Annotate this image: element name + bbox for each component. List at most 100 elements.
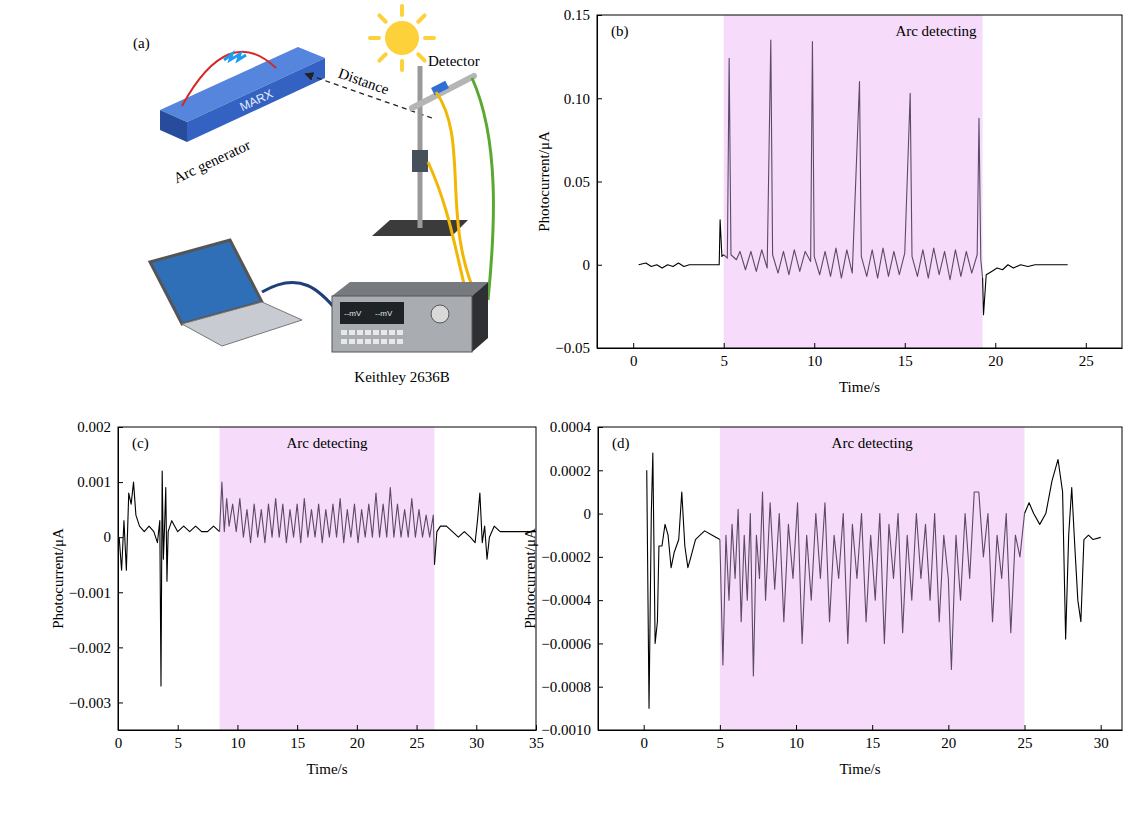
- tick-label: 15: [865, 735, 880, 751]
- tick: 0: [584, 506, 604, 522]
- tick-label: 20: [941, 735, 956, 751]
- tick: 20: [941, 725, 956, 751]
- data-line: [434, 493, 536, 565]
- tick-label: 15: [898, 353, 913, 369]
- x-axis-title: Time/s: [839, 761, 880, 777]
- x-axis: 051015202530: [599, 725, 1123, 751]
- highlight-region: [220, 427, 435, 730]
- chart-panel: 051015202530−0.0010−0.0008−0.0006−0.0004…: [522, 419, 1122, 777]
- tick-label: 20: [350, 735, 365, 751]
- tick-label: 0.0002: [550, 463, 591, 479]
- tick: 15: [898, 343, 913, 369]
- tick-label: −0.0006: [541, 636, 591, 652]
- axis-line: [118, 428, 119, 731]
- instrument-button: [341, 330, 347, 335]
- tick-label: 5: [174, 735, 182, 751]
- tick-label: 5: [717, 735, 725, 751]
- tick-label: −0.0004: [541, 592, 591, 608]
- instrument-button: [349, 330, 355, 335]
- tick: 0: [583, 257, 603, 273]
- tick: 0.15: [564, 7, 602, 23]
- tick: 30: [469, 725, 484, 751]
- tick-mark: [995, 343, 996, 348]
- tick: −0.05: [555, 340, 602, 356]
- tick-label: 0.10: [564, 91, 590, 107]
- tick: 10: [789, 725, 804, 751]
- tick-mark: [118, 647, 123, 648]
- sun-icon: [370, 6, 434, 70]
- plot-area: [647, 427, 1101, 730]
- data-line: [983, 265, 1068, 315]
- figure-svg: (a)MARXArc generatorDistanceDetector--mV…: [0, 0, 1129, 813]
- instrument-button: [341, 339, 347, 344]
- cable-yellow: [428, 162, 468, 300]
- data-line: [647, 453, 720, 708]
- instrument-button: [389, 330, 395, 335]
- tick-label: 30: [1094, 735, 1109, 751]
- tick: 0.0002: [550, 463, 603, 479]
- tick-label: 25: [1079, 353, 1094, 369]
- tick-label: 0: [640, 735, 648, 751]
- tick-label: 25: [410, 735, 425, 751]
- tick-label: 0.0004: [550, 419, 592, 435]
- tick-mark: [1086, 343, 1087, 348]
- plot-frame: [118, 427, 536, 730]
- sun-ray: [418, 15, 424, 21]
- tick-mark: [598, 730, 603, 731]
- sun-disc: [385, 21, 419, 55]
- tick-mark: [597, 265, 602, 266]
- instrument-side: [472, 282, 488, 352]
- laptop: [150, 240, 302, 346]
- tick: 0.10: [564, 91, 602, 107]
- tick-mark: [118, 537, 123, 538]
- instrument-front: [332, 296, 472, 352]
- tick-mark: [597, 98, 602, 99]
- tick-mark: [297, 725, 298, 730]
- tick: 0: [104, 529, 124, 545]
- annotation-text: Arc detecting: [286, 435, 368, 451]
- instrument-label: Keithley 2636B: [354, 369, 449, 385]
- y-axis-title: Photocurrent/μA: [522, 528, 538, 629]
- y-axis-title: Photocurrent/μA: [536, 131, 552, 232]
- instrument-button: [365, 330, 371, 335]
- screen-text: --mV: [344, 309, 362, 318]
- sun-ray: [400, 61, 404, 70]
- tick-mark: [598, 643, 603, 644]
- tick-label: 0.002: [77, 419, 111, 435]
- plot-area: [119, 427, 536, 730]
- axis-line: [119, 730, 537, 731]
- instrument-button: [397, 330, 403, 335]
- tick-mark: [178, 725, 179, 730]
- plot-frame: [597, 15, 1122, 348]
- tick-mark: [1101, 725, 1102, 730]
- tick: 5: [174, 725, 182, 751]
- detector-stand: [372, 66, 474, 236]
- panel-label: (c): [132, 435, 149, 452]
- tick-label: −0.001: [69, 585, 111, 601]
- tick-mark: [796, 725, 797, 730]
- instrument-button: [389, 339, 395, 344]
- sun-ray: [370, 36, 379, 40]
- tick: −0.0008: [541, 679, 603, 695]
- instrument-screen: [340, 302, 404, 324]
- tick-mark: [598, 557, 603, 558]
- sun-ray: [379, 54, 385, 60]
- tick-label: 0: [584, 506, 592, 522]
- laptop-base: [182, 302, 302, 346]
- x-axis: 0510152025: [598, 343, 1123, 369]
- tick: −0.003: [69, 695, 123, 711]
- tick-mark: [720, 725, 721, 730]
- figure: (a)MARXArc generatorDistanceDetector--mV…: [0, 0, 1129, 813]
- instrument-button: [381, 339, 387, 344]
- instrument-button: [373, 330, 379, 335]
- plot-area: [639, 15, 1068, 348]
- detector-chip: [431, 81, 449, 95]
- instrument: --mV--mV: [332, 282, 488, 352]
- chart-panel: 05101520253035−0.003−0.002−0.00100.0010.…: [50, 419, 544, 777]
- instrument-button: [397, 339, 403, 344]
- axis-line: [598, 428, 599, 731]
- tick-mark: [724, 343, 725, 348]
- instrument-button: [357, 330, 363, 335]
- tick-mark: [417, 725, 418, 730]
- tick: 20: [350, 725, 365, 751]
